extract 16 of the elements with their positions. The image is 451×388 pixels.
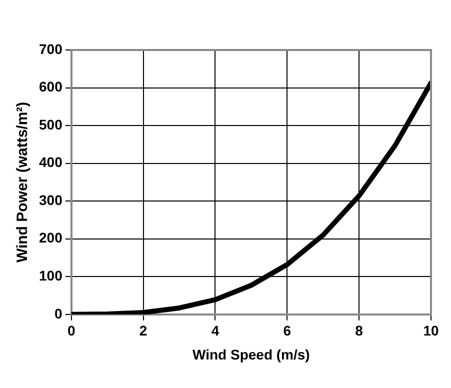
y-tick-label: 200 [39, 230, 63, 246]
x-tick-label: 4 [211, 322, 220, 339]
y-tick-label: 400 [39, 154, 63, 170]
x-axis-title: Wind Speed (m/s) [192, 346, 310, 362]
x-tick-label: 0 [67, 322, 76, 339]
x-tick-label: 2 [139, 322, 148, 339]
x-tick-label: 8 [355, 322, 364, 339]
x-tick-label: 6 [283, 322, 292, 339]
y-tick-label: 500 [39, 116, 63, 132]
y-axis-title: Wind Power (watts/m²) [14, 102, 32, 263]
y-tick-label: 0 [54, 305, 63, 322]
y-tick-label: 300 [39, 192, 63, 208]
x-tick-label: 10 [423, 322, 439, 339]
y-tick-label: 600 [39, 78, 63, 95]
y-tick-label: 700 [39, 40, 63, 57]
y-tick-label: 100 [39, 267, 63, 284]
